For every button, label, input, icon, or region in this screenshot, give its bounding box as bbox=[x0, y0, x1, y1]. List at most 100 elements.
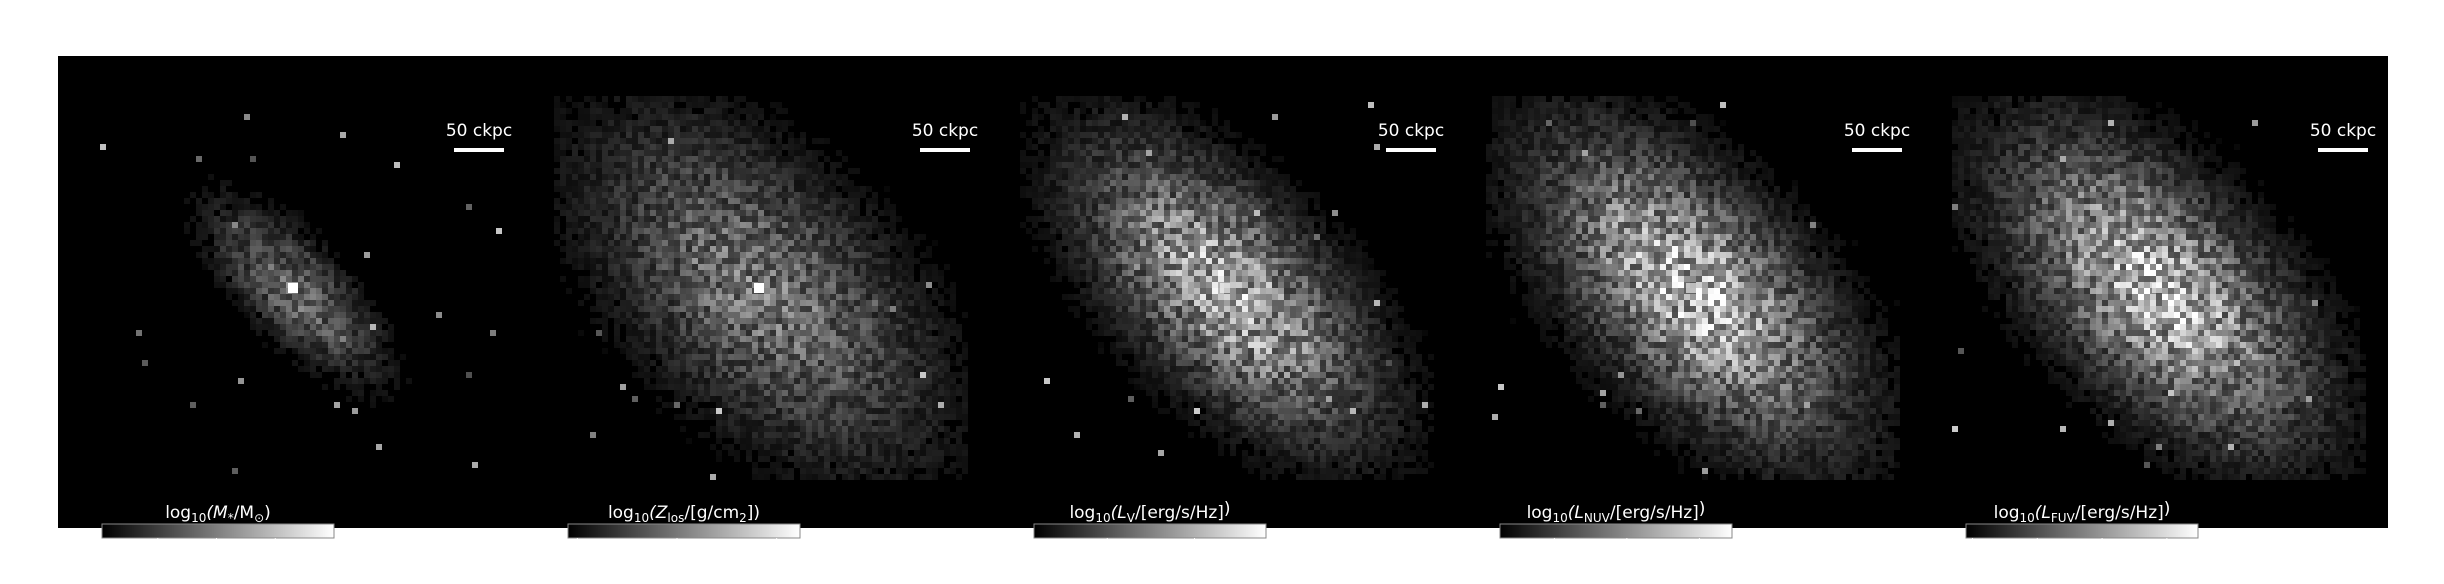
pixel bbox=[734, 402, 740, 408]
pixel bbox=[800, 144, 806, 150]
pixel bbox=[626, 108, 632, 114]
pixel bbox=[1122, 186, 1128, 192]
pixel bbox=[674, 246, 680, 252]
pixel bbox=[578, 156, 584, 162]
pixel bbox=[890, 456, 896, 462]
pixel bbox=[956, 432, 962, 438]
pixel bbox=[686, 240, 692, 246]
pixel bbox=[1224, 162, 1230, 168]
pixel bbox=[836, 210, 842, 216]
pixel bbox=[1050, 240, 1056, 246]
pixel bbox=[590, 222, 596, 228]
pixel bbox=[1170, 186, 1176, 192]
pixel bbox=[716, 126, 722, 132]
pixel bbox=[334, 288, 340, 294]
pixel bbox=[812, 462, 818, 468]
pixel bbox=[590, 150, 596, 156]
pixel bbox=[794, 252, 800, 258]
pixel bbox=[848, 324, 854, 330]
pixel bbox=[866, 390, 872, 396]
pixel bbox=[590, 192, 596, 198]
pixel bbox=[274, 306, 280, 312]
pixel bbox=[872, 354, 878, 360]
pixel bbox=[310, 330, 316, 336]
pixel bbox=[1098, 252, 1104, 258]
pixel bbox=[1068, 180, 1074, 186]
pixel bbox=[1104, 234, 1110, 240]
pixel bbox=[962, 372, 968, 378]
pixel bbox=[686, 186, 692, 192]
pixel bbox=[722, 210, 728, 216]
pixel bbox=[848, 204, 854, 210]
pixel bbox=[316, 360, 322, 366]
pixel bbox=[1092, 228, 1098, 234]
pixel bbox=[322, 324, 328, 330]
pixel bbox=[1110, 168, 1116, 174]
pixel bbox=[1032, 246, 1038, 252]
pixel bbox=[232, 198, 238, 204]
pixel bbox=[710, 294, 716, 300]
pixel bbox=[1110, 138, 1116, 144]
pixel bbox=[572, 102, 578, 108]
pixel bbox=[1260, 246, 1266, 252]
pixel bbox=[776, 450, 782, 456]
pixel bbox=[1038, 132, 1044, 138]
pixel bbox=[800, 456, 806, 462]
pixel bbox=[346, 354, 352, 360]
pixel bbox=[950, 306, 956, 312]
pixel bbox=[1260, 198, 1266, 204]
pixel bbox=[340, 342, 346, 348]
pixel bbox=[830, 390, 836, 396]
pixel bbox=[770, 282, 776, 288]
pixel bbox=[914, 402, 920, 408]
pixel bbox=[1176, 168, 1182, 174]
pixel bbox=[1074, 174, 1080, 180]
pixel bbox=[770, 354, 776, 360]
pixel bbox=[686, 252, 692, 258]
pixel bbox=[298, 306, 304, 312]
pixel bbox=[740, 282, 746, 288]
pixel bbox=[1038, 216, 1044, 222]
pixel bbox=[650, 288, 656, 294]
pixel bbox=[854, 450, 860, 456]
pixel bbox=[1104, 144, 1110, 150]
pixel bbox=[1224, 240, 1230, 246]
pixel bbox=[472, 462, 478, 468]
pixel bbox=[304, 276, 310, 282]
pixel bbox=[686, 402, 692, 408]
pixel bbox=[578, 102, 584, 108]
pixel bbox=[310, 252, 316, 258]
pixel bbox=[716, 366, 722, 372]
pixel bbox=[602, 222, 608, 228]
pixel bbox=[298, 270, 304, 276]
pixel bbox=[1032, 108, 1038, 114]
pixel bbox=[214, 228, 220, 234]
pixel bbox=[782, 438, 788, 444]
pixel bbox=[884, 306, 890, 312]
pixel bbox=[716, 108, 722, 114]
pixel bbox=[962, 408, 968, 414]
pixel bbox=[292, 324, 298, 330]
pixel bbox=[758, 192, 764, 198]
pixel bbox=[1344, 252, 1350, 258]
pixel bbox=[782, 294, 788, 300]
pixel bbox=[962, 456, 968, 462]
pixel bbox=[710, 426, 716, 432]
pixel bbox=[944, 390, 950, 396]
pixel bbox=[632, 108, 638, 114]
pixel bbox=[806, 312, 812, 318]
pixel bbox=[674, 294, 680, 300]
pixel bbox=[872, 252, 878, 258]
pixel bbox=[704, 198, 710, 204]
pixel bbox=[896, 444, 902, 450]
pixel bbox=[316, 324, 322, 330]
pixel bbox=[836, 420, 842, 426]
pixel bbox=[854, 330, 860, 336]
pixel bbox=[656, 246, 662, 252]
pixel bbox=[830, 192, 836, 198]
pixel bbox=[620, 222, 626, 228]
pixel bbox=[1158, 144, 1164, 150]
pixel bbox=[232, 204, 238, 210]
pixel bbox=[566, 138, 572, 144]
pixel bbox=[698, 120, 704, 126]
